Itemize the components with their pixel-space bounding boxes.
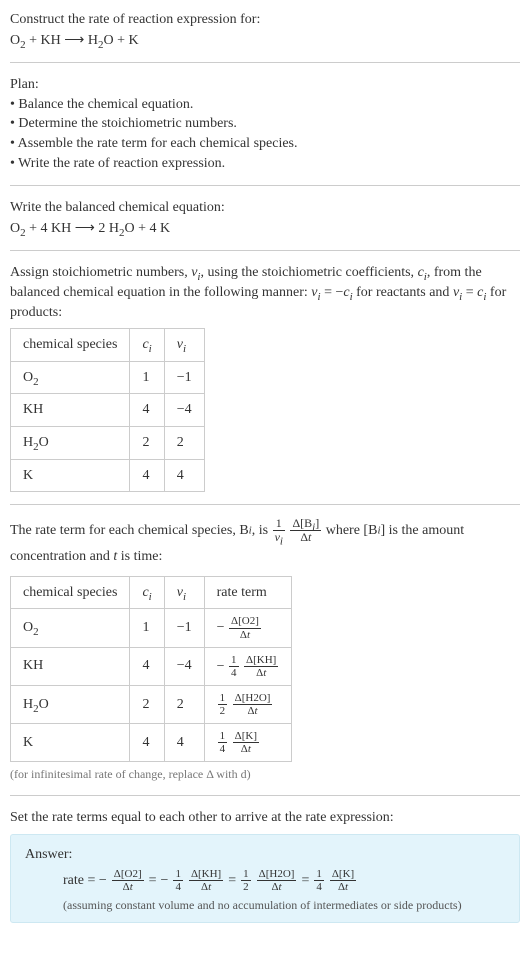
plan-title: Plan: bbox=[10, 75, 520, 95]
table-row: KH 4 −4 bbox=[11, 394, 205, 427]
plan-bullet: • Balance the chemical equation. bbox=[10, 95, 520, 115]
balanced-section: Write the balanced chemical equation: O2… bbox=[10, 198, 520, 238]
cell-c: 4 bbox=[130, 724, 164, 762]
balanced-title: Write the balanced chemical equation: bbox=[10, 198, 520, 218]
cell-rate: − Δ[O2]Δt bbox=[204, 609, 292, 647]
assign-text: Assign stoichiometric numbers, νi, using… bbox=[10, 263, 520, 322]
answer-box: Answer: rate = − Δ[O2]Δt = − 14 Δ[KH]Δt … bbox=[10, 834, 520, 924]
cell-rate: − 14 Δ[KH]Δt bbox=[204, 647, 292, 685]
cell-c: 2 bbox=[130, 426, 164, 459]
col-c: ci bbox=[130, 329, 164, 362]
table-row: K 4 4 bbox=[11, 459, 205, 492]
table-row: KH 4 −4 − 14 Δ[KH]Δt bbox=[11, 647, 292, 685]
col-species: chemical species bbox=[11, 576, 130, 609]
intro-section: Construct the rate of reaction expressio… bbox=[10, 10, 520, 50]
cell-species: O2 bbox=[11, 609, 130, 647]
cell-c: 4 bbox=[130, 647, 164, 685]
plan-bullet: • Determine the stoichiometric numbers. bbox=[10, 114, 520, 134]
cell-c: 4 bbox=[130, 459, 164, 492]
species-o2: O2 bbox=[10, 221, 26, 236]
col-nu: νi bbox=[164, 329, 204, 362]
cell-species: H2O bbox=[11, 426, 130, 459]
cell-nu: 2 bbox=[164, 685, 204, 723]
rate-term-table: chemical species ci νi rate term O2 1 −1… bbox=[10, 576, 292, 762]
divider bbox=[10, 795, 520, 796]
cell-species: KH bbox=[11, 394, 130, 427]
cell-nu: −4 bbox=[164, 394, 204, 427]
balanced-equation: O2 + 4 KH ⟶ 2 H2O + 4 K bbox=[10, 218, 520, 239]
rate-term-text: The rate term for each chemical species,… bbox=[10, 517, 520, 570]
cell-species: H2O bbox=[11, 685, 130, 723]
col-c: ci bbox=[130, 576, 164, 609]
answer-note: (assuming constant volume and no accumul… bbox=[63, 897, 505, 914]
cell-c: 2 bbox=[130, 685, 164, 723]
plan-section: Plan: • Balance the chemical equation. •… bbox=[10, 75, 520, 173]
cell-c: 4 bbox=[130, 394, 164, 427]
final-section: Set the rate terms equal to each other t… bbox=[10, 808, 520, 923]
cell-nu: −1 bbox=[164, 361, 204, 394]
answer-label: Answer: bbox=[25, 845, 505, 865]
divider bbox=[10, 185, 520, 186]
assign-section: Assign stoichiometric numbers, νi, using… bbox=[10, 263, 520, 492]
cell-rate: 12 Δ[H2O]Δt bbox=[204, 685, 292, 723]
cell-species: K bbox=[11, 724, 130, 762]
table-header-row: chemical species ci νi bbox=[11, 329, 205, 362]
rate-expression: rate = − Δ[O2]Δt = − 14 Δ[KH]Δt = 12 Δ[H… bbox=[63, 868, 505, 893]
table-header-row: chemical species ci νi rate term bbox=[11, 576, 292, 609]
table-row: H2O 2 2 12 Δ[H2O]Δt bbox=[11, 685, 292, 723]
fraction: Δ[Bi] Δt bbox=[290, 517, 321, 544]
table-row: H2O 2 2 bbox=[11, 426, 205, 459]
cell-species: O2 bbox=[11, 361, 130, 394]
species-o2: O2 bbox=[10, 33, 26, 48]
table-row: K 4 4 14 Δ[K]Δt bbox=[11, 724, 292, 762]
col-species: chemical species bbox=[11, 329, 130, 362]
divider bbox=[10, 504, 520, 505]
cell-nu: −4 bbox=[164, 647, 204, 685]
cell-rate: 14 Δ[K]Δt bbox=[204, 724, 292, 762]
construct-line: Construct the rate of reaction expressio… bbox=[10, 10, 520, 30]
cell-nu: −1 bbox=[164, 609, 204, 647]
final-title: Set the rate terms equal to each other t… bbox=[10, 808, 520, 828]
col-rate-term: rate term bbox=[204, 576, 292, 609]
cell-nu: 2 bbox=[164, 426, 204, 459]
unbalanced-equation: O2 + KH ⟶ H2O + K bbox=[10, 30, 520, 51]
rate-term-section: The rate term for each chemical species,… bbox=[10, 517, 520, 783]
divider bbox=[10, 250, 520, 251]
cell-species: K bbox=[11, 459, 130, 492]
table-row: O2 1 −1 − Δ[O2]Δt bbox=[11, 609, 292, 647]
fraction: 1 νi bbox=[273, 517, 285, 544]
plan-bullet: • Assemble the rate term for each chemic… bbox=[10, 134, 520, 154]
col-nu: νi bbox=[164, 576, 204, 609]
plan-bullet: • Write the rate of reaction expression. bbox=[10, 154, 520, 174]
cell-nu: 4 bbox=[164, 724, 204, 762]
cell-c: 1 bbox=[130, 361, 164, 394]
stoich-table: chemical species ci νi O2 1 −1 KH 4 −4 H… bbox=[10, 328, 205, 492]
cell-nu: 4 bbox=[164, 459, 204, 492]
table-footnote: (for infinitesimal rate of change, repla… bbox=[10, 766, 520, 783]
cell-c: 1 bbox=[130, 609, 164, 647]
table-row: O2 1 −1 bbox=[11, 361, 205, 394]
divider bbox=[10, 62, 520, 63]
cell-species: KH bbox=[11, 647, 130, 685]
